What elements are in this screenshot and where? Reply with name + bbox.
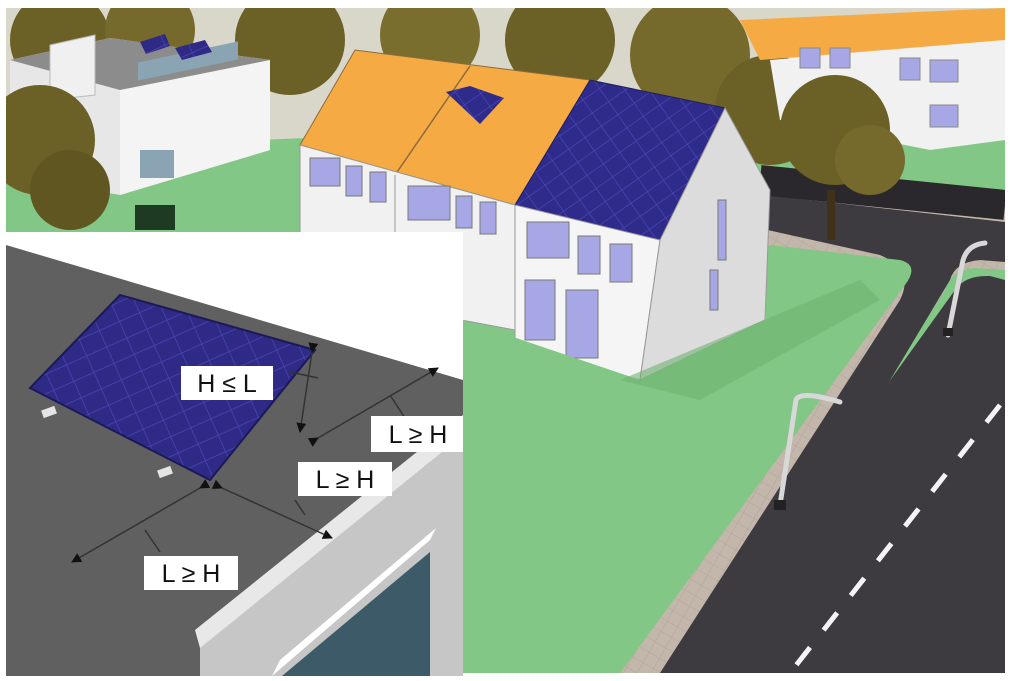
solar-panel-icon (140, 34, 212, 60)
row-houses (299, 49, 771, 381)
label-front-spacing: L ≥ H (371, 416, 463, 452)
dimension-arrow-icon (71, 342, 439, 563)
label-height-rule-text: H ≤ L (197, 370, 257, 398)
label-side-spacing-text: L ≥ H (316, 466, 375, 494)
label-side-spacing: L ≥ H (298, 462, 392, 496)
street-lamp-icon (774, 240, 988, 510)
label-height-rule: H ≤ L (181, 366, 273, 400)
label-front-spacing-text: L ≥ H (389, 421, 448, 449)
tree-icon (780, 75, 905, 240)
label-bottom-spacing: L ≥ H (144, 556, 238, 590)
roof-detail-inset: H ≤ L L ≥ H L ≥ H L ≥ H (6, 232, 463, 676)
label-bottom-spacing-text: L ≥ H (162, 560, 221, 588)
tree-icon (6, 85, 175, 230)
road (620, 165, 1005, 673)
roof-window-icon (446, 86, 504, 124)
lane-markings (788, 403, 1002, 673)
